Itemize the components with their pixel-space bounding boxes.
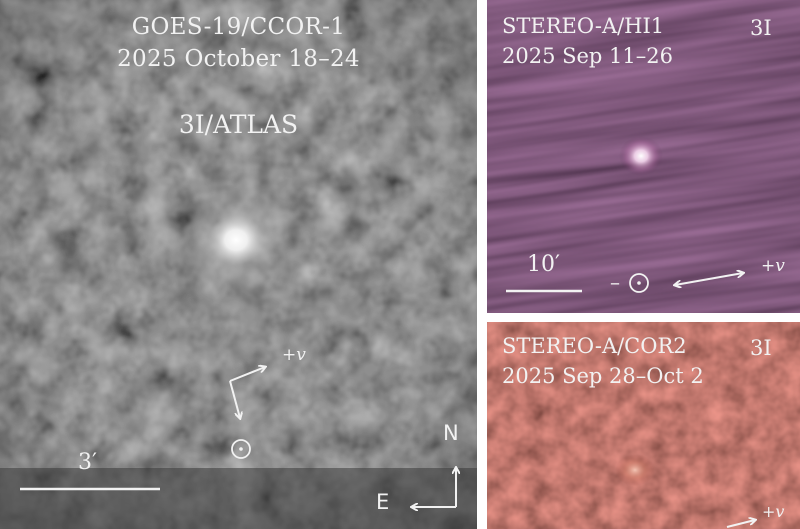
object-name-label: 3I/ATLAS — [178, 110, 299, 139]
hi1-annotation-overlay — [506, 0, 800, 293]
hi1-object-tag: 3I — [750, 16, 772, 40]
velocity-arrow-icon — [229, 367, 265, 418]
cor2-comet-blob — [615, 454, 655, 486]
hi1-title-date: 2025 Sep 11–26 — [502, 44, 673, 68]
compass-north-label: N — [443, 421, 459, 445]
sun-symbol-icon — [231, 439, 251, 459]
ccor1-image-panel: GOES-19/CCOR-1 2025 October 18–24 3I/ATL… — [0, 0, 477, 529]
velocity-arrow-icon — [675, 273, 743, 285]
sun-symbol-icon — [629, 273, 649, 293]
cor2-title-instrument: STEREO-A/COR2 — [502, 334, 687, 358]
hi1-streak-background — [487, 0, 800, 313]
hi1-velocity-label: +v — [761, 256, 785, 276]
ccor1-annotation-overlay — [20, 0, 477, 529]
compass-arrows-icon — [412, 468, 456, 507]
cor2-velocity-label: +v — [762, 502, 785, 521]
hi1-image-panel: STEREO-A/HI1 2025 Sep 11–26 3I 10′ – +v — [487, 0, 800, 313]
comet-3i-atlas-blob — [174, 184, 298, 296]
ccor1-scale-label: 3′ — [78, 450, 97, 475]
cor2-title-date: 2025 Sep 28–Oct 2 — [502, 364, 704, 388]
ccor1-title-instrument: GOES-19/CCOR-1 — [131, 14, 346, 40]
cor2-object-tag: 3I — [750, 336, 772, 360]
ccor1-title-date: 2025 October 18–24 — [117, 46, 360, 72]
cor2-annotation-overlay — [726, 322, 800, 528]
hi1-minus-sign: – — [610, 270, 620, 294]
ccor1-noise-background — [0, 0, 477, 529]
hi1-comet-blob — [619, 136, 663, 176]
hi1-title-instrument: STEREO-A/HI1 — [502, 14, 665, 38]
velocity-arrow-icon — [726, 520, 755, 528]
cor2-noise-background — [487, 322, 800, 529]
hi1-scale-label: 10′ — [527, 252, 560, 277]
compass-east-label: E — [376, 490, 390, 514]
ccor1-velocity-label: +v — [282, 345, 306, 365]
cor2-image-panel: STEREO-A/COR2 2025 Sep 28–Oct 2 3I +v — [487, 322, 800, 529]
